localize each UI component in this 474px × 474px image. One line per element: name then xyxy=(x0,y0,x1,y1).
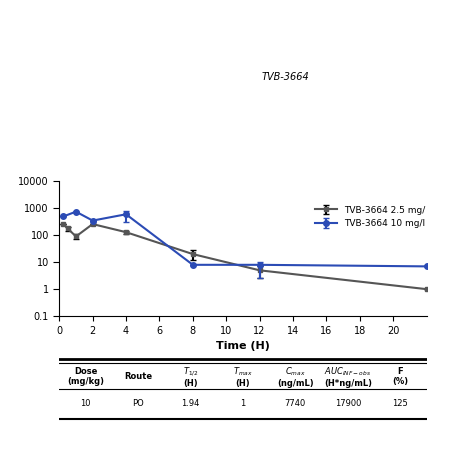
X-axis label: Time (H): Time (H) xyxy=(216,341,270,351)
Text: TVB-3664: TVB-3664 xyxy=(261,73,309,82)
Legend: TVB-3664 2.5 mg/, TVB-3664 10 mg/l: TVB-3664 2.5 mg/, TVB-3664 10 mg/l xyxy=(311,202,429,232)
